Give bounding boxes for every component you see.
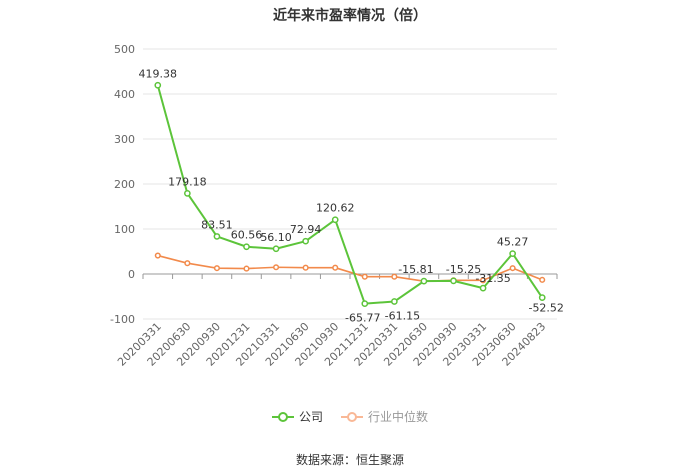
y-tick-label: 0 <box>128 268 135 281</box>
data-point <box>538 294 546 301</box>
legend-label-company: 公司 <box>298 410 323 424</box>
legend-swatch-industry-median <box>341 411 363 423</box>
data-label: -15.25 <box>446 263 481 276</box>
legend-item-industry-median[interactable]: 行业中位数 <box>341 408 428 425</box>
data-point <box>361 300 369 307</box>
data-point <box>302 264 309 271</box>
data-point <box>184 260 191 267</box>
chart-title: 近年来市盈率情况（倍） <box>273 8 427 24</box>
series-layer <box>154 81 546 307</box>
data-point <box>391 298 398 305</box>
data-point <box>272 245 280 253</box>
data-point <box>509 250 516 257</box>
data-point <box>391 273 398 280</box>
data-label: -31.35 <box>475 272 510 285</box>
data-point <box>480 277 487 284</box>
data-point <box>539 276 546 283</box>
data-point <box>450 277 457 285</box>
data-label: 72.94 <box>290 223 322 236</box>
data-point <box>509 265 516 272</box>
y-tick-label: 200 <box>114 178 135 191</box>
data-label: 83.51 <box>201 218 233 231</box>
data-source: 数据来源：恒生聚源 <box>295 453 404 467</box>
data-label: -52.52 <box>528 302 563 315</box>
data-point <box>302 237 309 245</box>
grid-lines <box>143 48 557 320</box>
series-line <box>156 85 544 305</box>
data-point <box>154 252 161 259</box>
data-point <box>154 81 162 89</box>
y-axis: 500 400 300 200 100 0 -100 <box>110 43 135 326</box>
data-label: -61.15 <box>385 310 420 323</box>
data-point <box>213 265 220 272</box>
data-label: 45.27 <box>497 236 529 249</box>
y-tick-label: 300 <box>114 133 135 146</box>
legend-label-industry-median: 行业中位数 <box>368 410 429 424</box>
data-label: 56.10 <box>260 231 292 244</box>
data-label: 419.38 <box>139 67 178 80</box>
legend-swatch-company <box>271 411 294 423</box>
y-tick-label: 500 <box>114 43 135 56</box>
data-label: 60.56 <box>231 229 263 242</box>
data-label: -15.81 <box>398 263 433 276</box>
y-tick-label: -100 <box>110 313 135 326</box>
data-label: 179.18 <box>168 175 207 188</box>
data-point <box>243 243 250 251</box>
data-point <box>273 264 280 271</box>
series-company <box>154 81 546 307</box>
legend: 公司 行业中位数 <box>0 408 700 425</box>
data-label: -65.77 <box>345 312 380 325</box>
data-point <box>243 265 250 272</box>
legend-item-company[interactable]: 公司 <box>271 408 323 425</box>
y-tick-label: 400 <box>114 88 135 101</box>
data-point <box>332 264 339 271</box>
data-label: 120.62 <box>316 202 355 215</box>
data-point <box>184 190 191 197</box>
data-point <box>420 277 428 285</box>
y-tick-label: 100 <box>114 223 135 236</box>
data-point <box>331 216 339 224</box>
data-point <box>361 273 368 280</box>
data-point <box>479 284 487 292</box>
data-point <box>213 233 221 240</box>
series-line <box>157 254 543 283</box>
x-axis: 2020033120200630202009302020123120210331… <box>115 273 558 369</box>
